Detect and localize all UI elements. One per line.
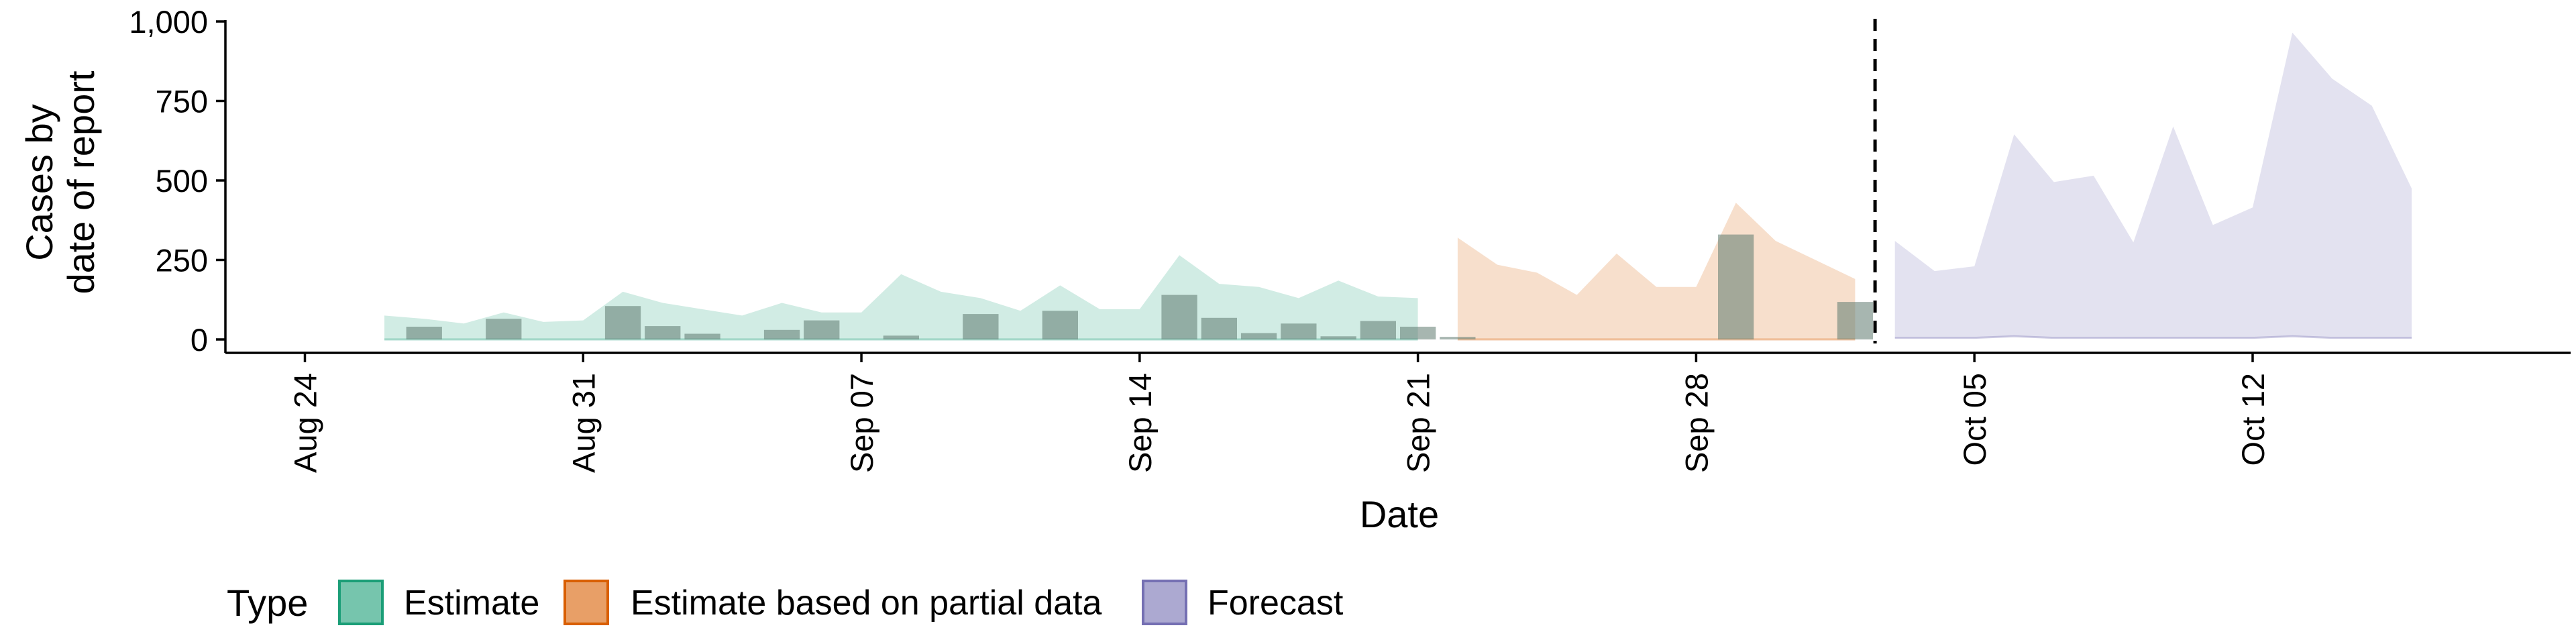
legend-key-forecast [1142,580,1187,625]
y-axis-title: Cases by date of report [18,70,102,294]
legend-title: Type [227,582,308,624]
x-tick-label: Aug 31 [566,373,601,473]
x-tick-group: Aug 24 Aug 31 Sep 07 Sep 14 Sep 21 Sep 28 Oct … [288,353,2271,473]
y-tick-label: 250 [156,243,208,278]
band-lower-forecast [1894,335,2412,339]
reported-bar [804,320,840,339]
reported-bar [645,326,681,339]
reported-bar [1042,311,1078,339]
reported-bar [1440,337,1476,339]
y-tick-label: 500 [156,163,208,199]
x-tick-label: Sep 21 [1401,373,1436,473]
legend-label-forecast: Forecast [1208,584,1344,623]
reported-bar [1400,327,1436,339]
legend-label-estimate: Estimate [404,584,539,623]
reported-bar [1201,317,1237,339]
uncertainty-bands [384,32,2412,341]
reported-bar [406,327,442,339]
reported-bar [1360,321,1396,339]
legend: Type Estimate Estimate based on partial … [227,580,1344,625]
x-tick-label: Oct 12 [2235,373,2271,466]
y-tick-label: 0 [191,322,208,358]
y-tick-label: 1,000 [129,4,208,40]
band-estimate [384,255,1418,339]
reported-bar [763,329,800,339]
reported-bar [1240,333,1277,339]
x-axis-title: Date [1360,493,1439,535]
band-estimate-based-on-partial-data [1457,203,1856,339]
y-axis: 0 250 500 750 1,000 [129,4,227,358]
reported-bar [604,306,641,339]
legend-key-estimate [338,580,384,625]
x-tick-label: Aug 24 [288,373,323,473]
reported-bar [1161,294,1197,339]
reported-bar [883,335,919,339]
x-tick-label: Sep 07 [844,373,879,473]
band-forecast [1894,32,2412,338]
reported-bar [1837,302,1874,339]
x-axis: Aug 24 Aug 31 Sep 07 Sep 14 Sep 21 Sep 28 Oct … [225,352,2571,473]
legend-label-partial: Estimate based on partial data [631,584,1102,623]
x-tick-label: Sep 28 [1678,373,1714,473]
reported-bar [1320,336,1356,339]
x-tick-label: Oct 05 [1957,373,1992,466]
reported-bar [1281,323,1317,339]
reported-bar [1718,234,1754,339]
legend-key-partial [564,580,609,625]
y-tick-group: 0 250 500 750 1,000 [129,4,225,358]
y-axis-title-line-2: date of report [60,70,102,294]
y-tick-label: 750 [156,84,208,119]
reported-bar [684,333,720,339]
x-tick-label: Sep 14 [1122,373,1158,473]
reported-bar [963,314,999,339]
reported-bar [486,319,522,339]
y-axis-title-line-1: Cases by [18,104,60,260]
reported-case-bars [406,234,1874,339]
